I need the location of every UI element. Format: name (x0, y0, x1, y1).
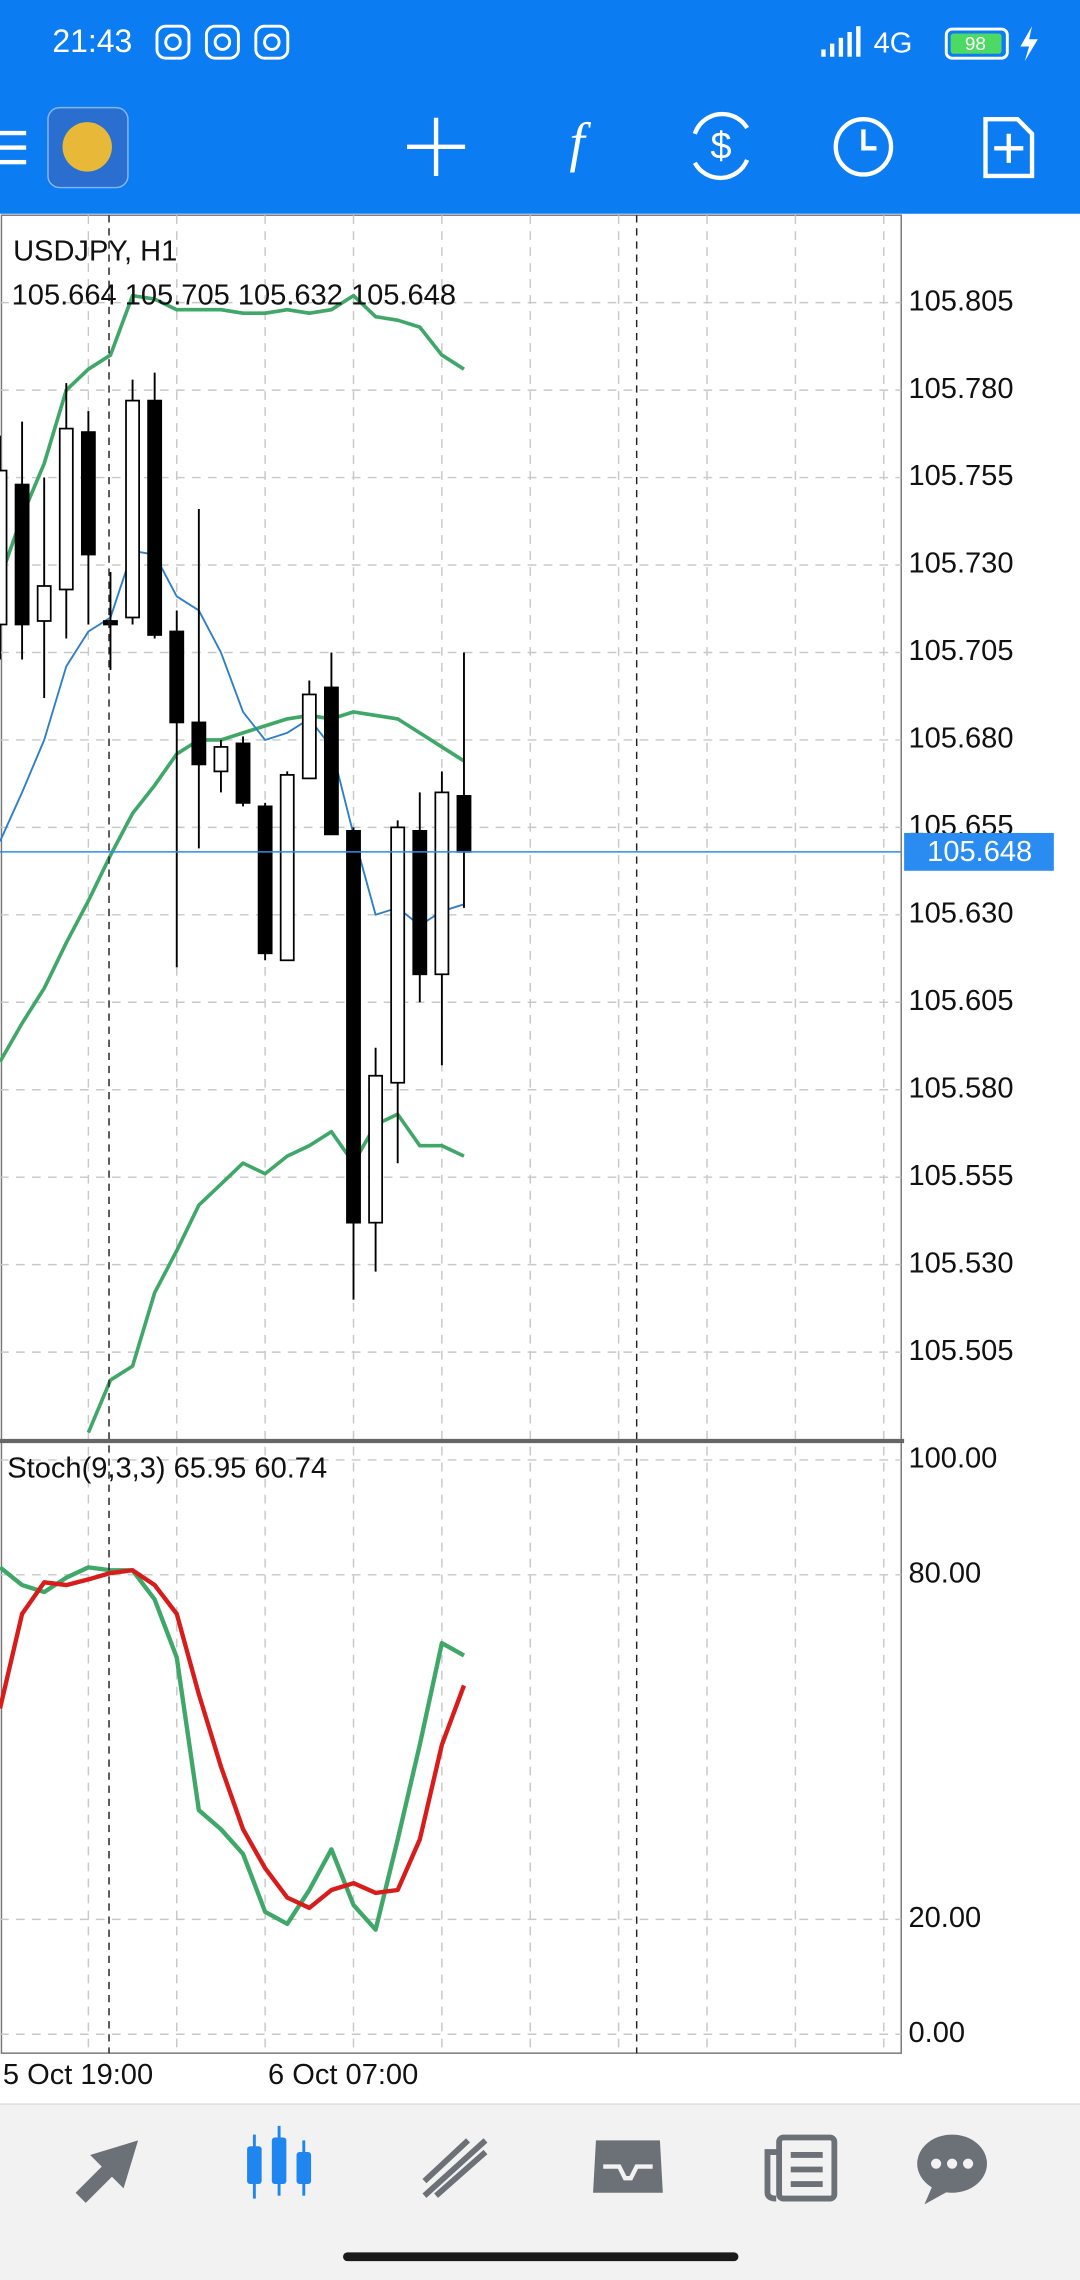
home-indicator (343, 2252, 739, 2262)
charging-icon (1020, 26, 1038, 62)
bottom-nav (0, 2104, 1080, 2280)
y-tick-label: 105.805 (908, 285, 1013, 317)
candle-body (390, 826, 406, 1084)
candle-body (80, 431, 96, 556)
indicator-line (0, 293, 465, 580)
indicator-line (0, 710, 465, 1063)
candle-body (191, 721, 207, 766)
battery-outline (944, 27, 1009, 60)
battery-percent: 98 (965, 34, 986, 55)
clock: 21:43 (52, 23, 132, 59)
x-tick-label: 5 Oct 19:00 (3, 2059, 153, 2091)
candle-body (235, 742, 251, 804)
battery-level (950, 33, 1002, 54)
new-object-button[interactable] (983, 117, 1035, 179)
indicator-line (0, 550, 465, 927)
y-tick-label: 105.705 (908, 635, 1013, 667)
indicator-title: Stoch(9,3,3) 65.95 60.74 (7, 1453, 327, 1485)
candle-body (368, 1074, 384, 1224)
candle-body (125, 399, 140, 619)
y-tick-label: 105.680 (908, 723, 1013, 755)
indicator-line (86, 1112, 465, 1434)
y-tick-label: 0.00 (908, 2017, 965, 2049)
timeframe-button[interactable] (833, 117, 894, 177)
svg-text:$: $ (710, 125, 731, 167)
y-tick-label: 80.00 (908, 1557, 981, 1589)
y-tick-label: 105.555 (908, 1160, 1013, 1192)
trade-button[interactable]: $ (692, 111, 750, 181)
candle-body (14, 483, 30, 626)
y-tick-label: 105.630 (908, 897, 1013, 929)
signal-icon (821, 26, 861, 57)
candle-body (103, 620, 118, 626)
candle-body (279, 774, 295, 962)
y-tick-label: 105.780 (908, 373, 1013, 405)
price-label-box (904, 832, 1054, 871)
x-tick-label: 6 Oct 07:00 (268, 2059, 418, 2091)
notification-icons (155, 24, 290, 60)
ohlc-header: 105.664 105.705 105.632 105.648 (12, 279, 456, 311)
y-tick-label: 105.755 (908, 460, 1013, 492)
candle-body (412, 829, 428, 976)
stochastic-line (0, 1565, 466, 1932)
chat-tab[interactable] (917, 2134, 987, 2205)
menu-button[interactable] (0, 130, 27, 165)
candle-body (213, 746, 229, 773)
candle-body (456, 795, 472, 853)
candle-body (324, 686, 339, 836)
history-tab[interactable] (593, 2140, 663, 2193)
app-logo-mark (62, 122, 112, 172)
candle-body (58, 427, 74, 591)
y-tick-label: 105.505 (908, 1335, 1013, 1367)
candle-body (346, 829, 361, 1224)
y-tick-label: 100.00 (908, 1443, 997, 1475)
y-tick-label: 105.580 (908, 1072, 1013, 1104)
candle-body (434, 791, 450, 976)
y-tick-label: 105.730 (908, 548, 1013, 580)
candle-body (147, 399, 163, 636)
quotes-tab[interactable] (75, 2140, 139, 2203)
news-tab[interactable] (764, 2134, 838, 2202)
y-tick-label: 105.530 (908, 1247, 1013, 1279)
y-tick-label: 20.00 (908, 1902, 981, 1934)
stochastic-line (0, 1568, 467, 1911)
app-header (0, 0, 1080, 214)
candle-body (0, 469, 8, 626)
candle-body (301, 693, 317, 780)
price-label: 105.648 (927, 836, 1032, 868)
chart-tab[interactable] (247, 2125, 312, 2199)
candle-body (36, 585, 52, 622)
y-tick-label: 105.605 (908, 985, 1013, 1017)
candle-body (169, 630, 185, 724)
candle-body (257, 805, 273, 955)
chart-title: USDJPY, H1 (13, 236, 177, 268)
trade-tab[interactable] (422, 2138, 488, 2198)
plot: 105.505 105.530 105.555 105.580 105.605 105.6… (0, 285, 1054, 2091)
crosshair-button[interactable] (406, 117, 466, 176)
network-type: 4G (874, 28, 913, 60)
